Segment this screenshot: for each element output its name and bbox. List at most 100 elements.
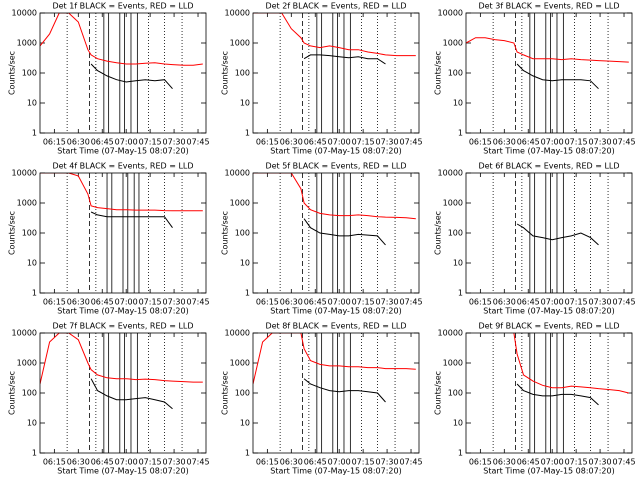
- y-tick-label: 10: [27, 99, 37, 108]
- x-tick-label: 07:30: [589, 138, 612, 147]
- x-tick-label: 07:15: [352, 458, 375, 467]
- y-tick-label: 1000: [443, 39, 463, 48]
- x-tick-label: 06:30: [493, 458, 516, 467]
- x-tick-label: 07:30: [376, 458, 399, 467]
- plot-frame: [39, 172, 207, 294]
- x-tick-label: 07:30: [376, 138, 399, 147]
- x-tick-label: 07:30: [163, 458, 186, 467]
- x-axis-label: Start Time (07-May-15 08:07:20): [270, 307, 401, 316]
- x-tick-label: 06:45: [517, 138, 540, 147]
- y-tick-label: 1000: [17, 39, 37, 48]
- x-tick-label: 07:00: [115, 298, 138, 307]
- x-tick-label: 06:15: [256, 298, 279, 307]
- y-tick-label: 10000: [225, 9, 250, 18]
- y-tick-label: 1000: [230, 199, 250, 208]
- y-tick-label: 10: [453, 99, 463, 108]
- y-tick-label: 1: [32, 289, 37, 298]
- x-axis-label: Start Time (07-May-15 08:07:20): [57, 467, 188, 476]
- series-line: [90, 378, 173, 410]
- y-tick-label: 10: [27, 419, 37, 428]
- x-tick-label: 07:15: [565, 298, 588, 307]
- y-tick-label: 100: [448, 389, 463, 398]
- y-axis-label: Counts/sec: [434, 371, 443, 415]
- y-tick-label: 10000: [12, 9, 37, 18]
- x-tick-label: 07:45: [186, 458, 209, 467]
- x-tick-label: 07:15: [565, 138, 588, 147]
- y-tick-label: 1: [458, 449, 463, 458]
- x-tick-label: 06:30: [493, 298, 516, 307]
- x-tick-label: 06:15: [469, 298, 492, 307]
- x-tick-label: 06:45: [517, 458, 540, 467]
- plot-frame: [465, 332, 633, 454]
- series-line: [40, 333, 203, 385]
- x-tick-label: 06:30: [67, 138, 90, 147]
- y-tick-label: 10000: [438, 329, 463, 338]
- series-line: [253, 333, 416, 385]
- y-tick-label: 1: [245, 289, 250, 298]
- x-tick-label: 06:30: [280, 298, 303, 307]
- x-tick-label: 06:15: [43, 138, 66, 147]
- x-tick-label: 07:00: [328, 138, 351, 147]
- y-tick-label: 100: [235, 389, 250, 398]
- chart-title: Det 7f BLACK = Events, RED = LLD: [52, 322, 193, 331]
- x-tick-label: 07:30: [589, 298, 612, 307]
- x-tick-label: 07:45: [186, 138, 209, 147]
- y-tick-label: 1: [458, 289, 463, 298]
- x-tick-label: 07:30: [376, 298, 399, 307]
- plot-frame: [252, 332, 420, 454]
- series-line: [253, 13, 416, 57]
- series-line: [90, 211, 173, 228]
- y-tick-label: 10000: [225, 169, 250, 178]
- x-tick-label: 06:45: [91, 458, 114, 467]
- series-line: [303, 218, 386, 246]
- x-tick-label: 07:45: [612, 458, 635, 467]
- y-axis-label: Counts/sec: [221, 211, 230, 255]
- x-tick-label: 06:15: [256, 458, 279, 467]
- y-axis-label: Counts/sec: [8, 211, 17, 255]
- x-tick-label: 07:00: [115, 458, 138, 467]
- series-line: [516, 383, 599, 406]
- x-tick-label: 07:15: [139, 138, 162, 147]
- y-tick-label: 10000: [438, 169, 463, 178]
- y-axis-label: Counts/sec: [8, 51, 17, 95]
- x-tick-label: 06:15: [256, 138, 279, 147]
- panel: Det 1f BLACK = Events, RED = LLD Start Ti…: [8, 2, 210, 156]
- x-tick-label: 06:45: [517, 298, 540, 307]
- y-tick-label: 10: [240, 259, 250, 268]
- y-tick-label: 100: [22, 389, 37, 398]
- x-tick-label: 06:15: [43, 458, 66, 467]
- x-tick-label: 06:45: [304, 458, 327, 467]
- y-axis-label: Counts/sec: [221, 371, 230, 415]
- x-tick-label: 07:15: [139, 298, 162, 307]
- series-line: [40, 13, 203, 66]
- x-tick-label: 06:15: [43, 298, 66, 307]
- x-tick-label: 07:15: [352, 298, 375, 307]
- x-tick-label: 06:15: [469, 458, 492, 467]
- plot-frame: [39, 12, 207, 134]
- y-tick-label: 100: [235, 69, 250, 78]
- series-line: [303, 378, 386, 403]
- y-tick-label: 100: [22, 229, 37, 238]
- panel: Det 9f BLACK = Events, RED = LLD Start Ti…: [434, 322, 636, 476]
- x-axis-label: Start Time (07-May-15 08:07:20): [483, 147, 614, 156]
- x-tick-label: 06:30: [493, 138, 516, 147]
- y-axis-label: Counts/sec: [221, 51, 230, 95]
- x-tick-label: 07:45: [399, 138, 422, 147]
- x-tick-label: 07:45: [399, 298, 422, 307]
- x-tick-label: 06:15: [469, 138, 492, 147]
- plot-frame: [465, 172, 633, 294]
- y-axis-label: Counts/sec: [434, 211, 443, 255]
- x-tick-label: 07:00: [328, 458, 351, 467]
- plot-frame: [252, 12, 420, 134]
- chart-title: Det 9f BLACK = Events, RED = LLD: [478, 322, 619, 331]
- panel: Det 4f BLACK = Events, RED = LLD Start Ti…: [8, 162, 210, 316]
- x-tick-label: 06:30: [280, 138, 303, 147]
- x-axis-label: Start Time (07-May-15 08:07:20): [270, 147, 401, 156]
- panel: Det 5f BLACK = Events, RED = LLD Start Ti…: [221, 162, 423, 316]
- x-axis-label: Start Time (07-May-15 08:07:20): [57, 307, 188, 316]
- y-tick-label: 100: [235, 229, 250, 238]
- x-axis-label: Start Time (07-May-15 08:07:20): [483, 307, 614, 316]
- y-tick-label: 1000: [443, 359, 463, 368]
- chart-title: Det 4f BLACK = Events, RED = LLD: [52, 162, 193, 171]
